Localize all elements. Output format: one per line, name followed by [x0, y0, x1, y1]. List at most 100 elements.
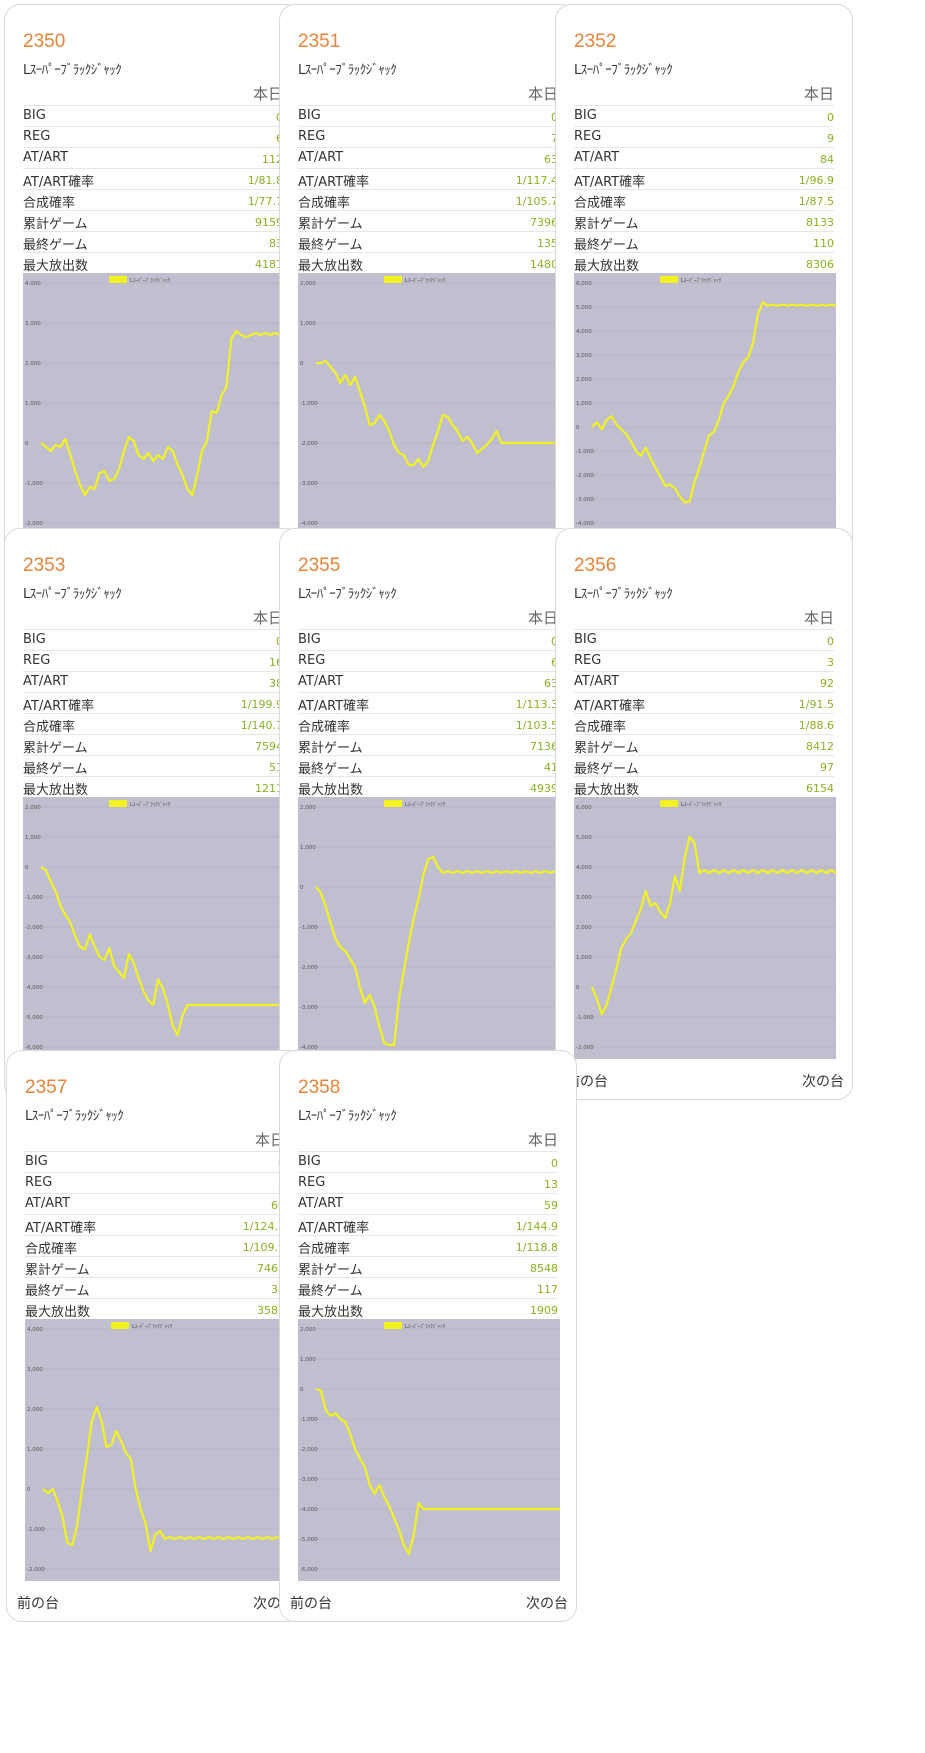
stats-row: 最大放出数 8306 — [574, 252, 834, 274]
y-tick-label: 2,000 — [300, 1327, 316, 1333]
stat-label: 最終ゲーム — [23, 238, 88, 253]
y-tick-label: 0 — [576, 425, 580, 431]
chart-background — [574, 797, 836, 1059]
stat-value: 1/91.5 — [798, 698, 834, 711]
stat-label: 累計ゲーム — [574, 741, 639, 756]
stats-row: AT/ART 60 — [25, 1193, 285, 1214]
stats-table: BIG0REG6 AT/ART 112 AT/ART確率 1/81.8 合成確率 1/77.… — [23, 105, 283, 274]
y-tick-label: 4,000 — [576, 329, 592, 335]
prev-machine-link[interactable]: 前の台 — [290, 1596, 332, 1612]
stat-value: 0 — [551, 111, 558, 124]
legend-label: Lｽｰﾊﾟｰﾌﾞﾗｯｸｼﾞｬｯｸ — [681, 801, 722, 808]
y-tick-label: -2,000 — [300, 965, 318, 971]
y-tick-label: 1,000 — [300, 845, 316, 851]
machine-number[interactable]: 2358 — [298, 1077, 341, 1098]
stat-label: 最大放出数 — [574, 783, 640, 798]
stats-row: BIG 0 — [298, 105, 558, 126]
stats-row: 最終ゲーム 83 — [23, 231, 283, 253]
chart-background — [25, 1319, 287, 1581]
stats-row: 最終ゲーム 97 — [574, 755, 834, 777]
machine-number[interactable]: 2350 — [23, 31, 66, 52]
series-line — [316, 359, 560, 469]
series-line — [315, 1387, 560, 1556]
legend-label: Lｽｰﾊﾟｰﾌﾞﾗｯｸｼﾞｬｯｸ — [405, 801, 446, 808]
stats-table: BIG 0 REG 7 AT/ART 63 AT/ART確率 1/117.4 合成確率 1/105… — [298, 105, 558, 274]
series-line — [40, 329, 285, 497]
stats-row: 合成確率 1/118.8 — [298, 1235, 558, 1257]
y-tick-label: -4,000 — [300, 1507, 318, 1513]
chart-background — [298, 1319, 560, 1581]
stat-value: 84 — [820, 153, 834, 166]
stat-label: 最大放出数 — [23, 259, 89, 274]
machine-number[interactable]: 2353 — [23, 555, 66, 576]
stat-value: 8548 — [530, 1262, 558, 1275]
y-tick-label: -4,000 — [300, 1045, 318, 1051]
y-tick-label: -1,000 — [27, 1527, 45, 1533]
stat-label: BIG — [23, 108, 46, 123]
machine-name: Lｽｰﾊﾟｰﾌﾞﾗｯｸｼﾞｬｯｸ — [298, 587, 397, 602]
stats-row: 最大放出数 1480 — [298, 252, 558, 274]
y-tick-label: -3,000 — [576, 497, 594, 503]
slump-graph: -4,000 -3,000 -2,000 -1,000 0 1,000 2,000 Lｽｰﾊﾟ… — [298, 273, 560, 535]
stats-row: 合成確率 1/103.5 — [298, 713, 558, 735]
machine-number[interactable]: 2351 — [298, 31, 341, 52]
machine-name: Lｽｰﾊﾟｰﾌﾞﾗｯｸｼﾞｬｯｸ — [574, 587, 673, 602]
machine-card: 2357Lｽｰﾊﾟｰﾌﾞﾗｯｸｼﾞｬｯｸ本日BIG0REG8AT/ART60AT… — [6, 1050, 304, 1622]
legend-label: Lｽｰﾊﾟｰﾌﾞﾗｯｸｼﾞｬｯｸ — [130, 277, 171, 284]
legend-swatch — [384, 276, 402, 283]
y-tick-label: 2,000 — [576, 925, 592, 931]
stat-value: 117 — [537, 1283, 558, 1296]
slump-graph: -6,000 -5,000 -4,000 -3,000 -2,000 -1,000 0 1,0… — [23, 797, 285, 1059]
chart-background — [298, 273, 560, 535]
machine-name: Lｽｰﾊﾟｰﾌﾞﾗｯｸｼﾞｬｯｸ — [23, 587, 122, 602]
stats-row: 合成確率 1/105.7 — [298, 189, 558, 211]
y-tick-label: -5,000 — [25, 1015, 43, 1021]
stat-label: 累計ゲーム — [23, 217, 88, 232]
stat-label: 合成確率 — [23, 196, 76, 211]
machine-card: 2355Lｽｰﾊﾟｰﾌﾞﾗｯｸｼﾞｬｯｸ本日BIG0REG6AT/ART63AT… — [279, 528, 577, 1100]
stat-label: 最終ゲーム — [574, 762, 639, 777]
stat-value: 7468 — [257, 1262, 285, 1275]
y-tick-label: -1,000 — [576, 449, 594, 455]
stat-value: 3 — [827, 656, 834, 669]
stat-value: 9159 — [255, 216, 283, 229]
stats-row: AT/ART 63 — [298, 147, 558, 168]
y-tick-label: 2,000 — [25, 805, 41, 811]
legend-label: Lｽｰﾊﾟｰﾌﾞﾗｯｸｼﾞｬｯｸ — [405, 277, 446, 284]
legend-label: Lｽｰﾊﾟｰﾌﾞﾗｯｸｼﾞｬｯｸ — [681, 277, 722, 284]
stat-value: 7594 — [255, 740, 283, 753]
y-tick-label: -1,000 — [300, 925, 318, 931]
machine-number[interactable]: 2355 — [298, 555, 341, 576]
stat-label: BIG — [298, 108, 321, 123]
series-line — [40, 866, 285, 1037]
stats-row: REG8 — [25, 1172, 285, 1193]
stat-label: 累計ゲーム — [574, 217, 639, 232]
stat-label: 最終ゲーム — [574, 238, 639, 253]
stat-label: REG — [23, 653, 51, 668]
stat-label: 累計ゲーム — [298, 741, 363, 756]
stat-value: 63 — [544, 677, 558, 690]
stat-value: 6 — [551, 656, 558, 669]
stat-value: 4939 — [530, 782, 558, 795]
machine-name: Lｽｰﾊﾟｰﾌﾞﾗｯｸｼﾞｬｯｸ — [298, 63, 397, 78]
stat-label: 累計ゲーム — [298, 1263, 363, 1278]
y-tick-label: 2,000 — [27, 1407, 43, 1413]
stat-label: AT/ART — [298, 1196, 344, 1211]
machine-number[interactable]: 2357 — [25, 1077, 68, 1098]
stats-row: 最終ゲーム 135 — [298, 231, 558, 253]
y-tick-label: 3,000 — [27, 1367, 43, 1373]
next-machine-link[interactable]: 次の台 — [802, 1074, 844, 1090]
machine-number[interactable]: 2356 — [574, 555, 617, 576]
machine-number[interactable]: 2352 — [574, 31, 617, 52]
prev-machine-link[interactable]: 前の台 — [17, 1596, 59, 1612]
stats-row: AT/ART確率 1/199.9 — [23, 692, 283, 714]
stats-row: AT/ART確率 1/113.3 — [298, 692, 558, 714]
next-machine-link[interactable]: 次の台 — [526, 1596, 568, 1612]
slump-graph: -2,000 -1,000 0 1,000 2,000 3,000 4,000 Lｽｰﾊﾟｰﾌ… — [23, 273, 285, 535]
y-tick-label: -6,000 — [25, 1045, 43, 1051]
y-tick-label: -4,000 — [25, 985, 43, 991]
stats-row: 最大放出数 6154 — [574, 776, 834, 798]
y-tick-label: 4,000 — [25, 281, 41, 287]
